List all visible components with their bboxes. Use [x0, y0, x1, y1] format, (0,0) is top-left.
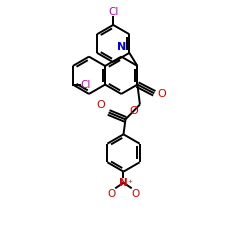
Text: Cl: Cl [108, 7, 118, 17]
Text: O: O [97, 100, 106, 110]
Text: O: O [132, 188, 140, 198]
Text: O: O [107, 188, 115, 198]
Text: Cl: Cl [81, 80, 91, 90]
Text: $^+$: $^+$ [126, 178, 134, 187]
Text: N: N [119, 178, 128, 188]
Text: N: N [117, 42, 126, 52]
Text: O: O [157, 89, 166, 99]
Text: O: O [129, 106, 138, 117]
